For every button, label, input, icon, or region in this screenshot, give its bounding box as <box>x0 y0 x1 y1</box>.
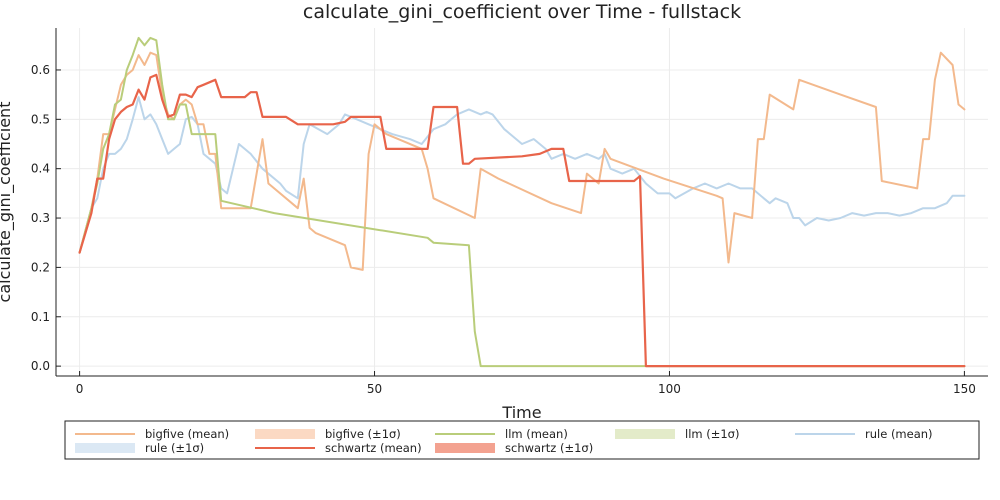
legend-label-bigfive-mean: bigfive (mean) <box>145 427 229 441</box>
y-tick-label: 0.3 <box>31 211 50 225</box>
legend-label-rule-mean: rule (mean) <box>865 427 933 441</box>
series-line-rule <box>78 96 966 254</box>
x-tick-label: 0 <box>76 382 84 396</box>
y-tick-label: 0.5 <box>31 112 50 126</box>
x-axis-label: Time <box>501 403 541 422</box>
series-line-schwartz <box>78 73 966 368</box>
legend: bigfive (mean) bigfive (±1σ) llm (mean) llm… <box>64 420 980 460</box>
legend-label-bigfive: bigfive (±1σ) <box>325 427 401 441</box>
y-axis-label: calculate_gini_coefficient <box>0 102 15 303</box>
ticks: 0 50 100 150 0.0 0.1 0.2 0.3 0.4 0.5 0.6 <box>31 63 976 396</box>
legend-swatch-rule <box>75 443 135 453</box>
axes <box>55 28 988 377</box>
y-tick-label: 0.6 <box>31 63 50 77</box>
legend-label-rule: rule (±1σ) <box>145 441 204 455</box>
legend-label-llm-mean: llm (mean) <box>505 427 568 441</box>
grid <box>56 28 988 376</box>
y-tick-label: 0.4 <box>31 162 50 176</box>
y-tick-label: 0.2 <box>31 260 50 274</box>
x-tick-label: 50 <box>367 382 382 396</box>
series-line-llm <box>78 36 966 368</box>
legend-swatch-bigfive <box>255 429 315 439</box>
chart-title: calculate_gini_coefficient over Time - f… <box>303 1 741 23</box>
legend-label-schwartz: schwartz (±1σ) <box>505 441 593 455</box>
series-line-bigfive <box>78 51 966 271</box>
y-tick-label: 0.0 <box>31 359 50 373</box>
legend-box <box>64 420 980 460</box>
legend-swatch-schwartz <box>435 443 495 453</box>
y-tick-label: 0.1 <box>31 310 50 324</box>
x-tick-label: 100 <box>658 382 681 396</box>
series-lines <box>78 36 966 368</box>
legend-label-schwartz-mean: schwartz (mean) <box>325 441 422 455</box>
legend-swatch-llm <box>615 429 675 439</box>
legend-label-llm: llm (±1σ) <box>685 427 739 441</box>
x-tick-label: 150 <box>953 382 976 396</box>
